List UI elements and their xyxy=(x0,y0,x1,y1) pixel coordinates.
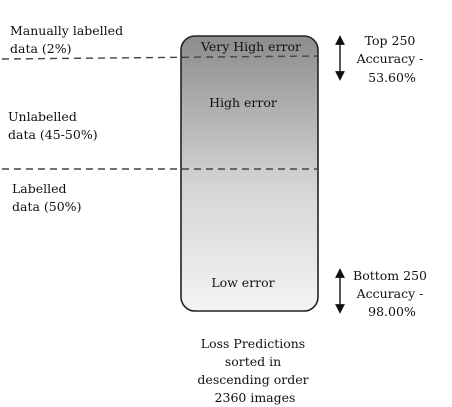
manually-labelled-label: Manually labelled data (2%) xyxy=(10,23,127,56)
bottom-accuracy-label: Bottom 250 Accuracy - 98.00% xyxy=(353,268,431,319)
high-error-label: High error xyxy=(209,95,277,110)
loss-predictions-caption: Loss Predictions sorted in descending or… xyxy=(197,336,312,405)
top-accuracy-label: Top 250 Accuracy - 53.60% xyxy=(356,33,428,85)
unlabelled-label: Unlabelled data (45-50%) xyxy=(8,109,98,142)
very-high-error-label: Very High error xyxy=(200,39,301,54)
labelled-label: Labelled data (50%) xyxy=(12,181,81,214)
divider-line-top xyxy=(1,55,319,60)
low-error-label: Low error xyxy=(211,275,274,290)
error-bar xyxy=(180,35,319,312)
